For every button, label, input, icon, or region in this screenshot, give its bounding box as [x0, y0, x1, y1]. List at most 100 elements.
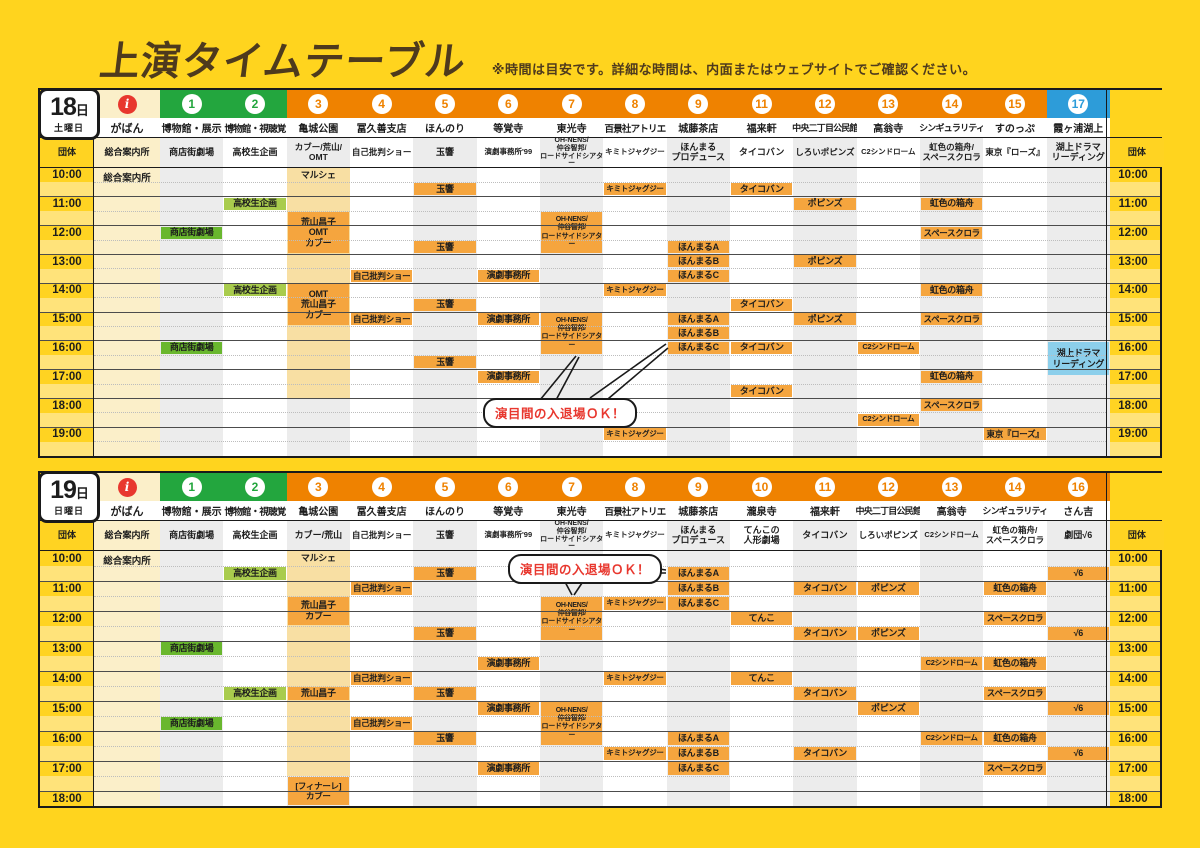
time-halfcell	[40, 182, 94, 197]
group-label-right: 団体	[1109, 521, 1164, 550]
venue-lane-4: 自己批判ショー 自己批判ショー 自己批判ショー	[350, 551, 414, 806]
group-name: タイコバン	[729, 138, 794, 167]
venue-number-circle: 3	[308, 94, 329, 114]
venue-band: 2	[223, 90, 287, 118]
venue-band: 12	[856, 473, 920, 501]
half-hour-gridline	[94, 239, 1106, 241]
time-label: 10:00	[40, 551, 94, 566]
venue-number-circle: 2	[244, 94, 265, 114]
venue-number-circle: 5	[434, 477, 455, 497]
group-name: 高校生企画	[223, 138, 287, 167]
venue-band: 7	[539, 90, 604, 118]
schedule-grid: 10:00 11:00 12:00 13:00 14:00 15:00 16:00 17:00…	[40, 168, 1160, 456]
time-halfcell	[1106, 776, 1160, 791]
venue-lane-11: タイコバン タイコバン タイコバン タイコバン	[793, 551, 857, 806]
venue-lane-6: 演劇事務所 演劇事務所 演劇事務所	[476, 551, 540, 806]
time-halfcell	[40, 596, 94, 611]
group-name: 湖上ドラマ リーディング	[1046, 138, 1110, 167]
time-halfcell	[1106, 211, 1160, 226]
schedule-block: √6	[1047, 702, 1109, 715]
venue-name: 城藤茶店	[666, 501, 730, 520]
group-name: しろいポピンズ	[856, 521, 920, 550]
schedule-block: キミトジャグジー	[604, 747, 666, 760]
venue-band: 8	[603, 473, 667, 501]
time-label: 18:00	[1106, 791, 1160, 806]
group-name: カブー/荒山	[286, 521, 350, 550]
venue-lane-3: マルシェ 荒山昌子 カブー 荒山昌子 [フィナーレ] カブー	[286, 551, 350, 806]
venue-number-circle: 5	[434, 94, 455, 114]
venue-number-circle: 14	[1004, 477, 1025, 497]
time-rail-left: 10:00 11:00 12:00 13:00 14:00 15:00 16:00 17:00…	[40, 551, 94, 806]
group-name: てんこの 人形劇場	[729, 521, 794, 550]
group-name: 自己批判ショー	[349, 521, 414, 550]
time-halfcell	[40, 297, 94, 312]
time-halfcell	[1106, 297, 1160, 312]
half-hour-gridline	[94, 383, 1106, 385]
venue-name: 高翁寺	[856, 118, 920, 137]
schedule-block: キミトジャグジー	[604, 428, 666, 441]
venue-number-circle: 11	[751, 94, 772, 114]
schedule-block: ポピンズ	[794, 313, 856, 325]
schedule-block: 商店街劇場	[161, 341, 223, 354]
time-label: 11:00	[1106, 581, 1160, 596]
schedule-block: てんこ	[731, 672, 793, 685]
venue-band: 6	[476, 473, 540, 501]
venue-lane-8: キミトジャグジー キミトジャグジー キミトジャグジー	[603, 551, 667, 806]
hour-gridline	[40, 253, 1160, 255]
schedule-block: 虹色の箱舟	[984, 732, 1046, 745]
schedule-block: 演劇事務所	[477, 657, 539, 670]
date-suffix: 日	[75, 102, 89, 118]
time-rail-right: 10:00 11:00 12:00 13:00 14:00 15:00 16:00 17:00…	[1106, 551, 1160, 806]
hour-gridline	[40, 196, 1160, 198]
schedule-block: 演劇事務所	[477, 762, 539, 775]
time-label: 10:00	[1106, 551, 1160, 566]
half-hour-gridline	[94, 354, 1106, 356]
schedule-block: 高校生企画	[224, 687, 286, 700]
venue-name: 福来軒	[793, 501, 857, 520]
time-label: 18:00	[1106, 398, 1160, 413]
time-label: 15:00	[1106, 312, 1160, 327]
venue-band: 6	[476, 90, 540, 118]
group-name: ほんまる プロデュース	[666, 521, 730, 550]
half-hour-gridline	[94, 441, 1106, 443]
hour-gridline	[40, 760, 1160, 762]
venue-name: 博物館・視聴覚	[223, 501, 287, 520]
rail-spacer-right	[1109, 473, 1164, 501]
time-label: 16:00	[40, 340, 94, 356]
time-halfcell	[1106, 326, 1160, 341]
group-row: 団体 総合案内所 商店街劇場 高校生企画 カブー/荒山 自己批判ショー 玉響 演劇事務所'99…	[40, 520, 1164, 551]
schedule-block: タイコバン	[794, 747, 856, 760]
time-halfcell	[40, 746, 94, 761]
venue-number-circle: 1	[181, 94, 202, 114]
venue-lane-2: 高校生企画 高校生企画	[223, 551, 287, 806]
venue-band: 4	[349, 473, 414, 501]
time-label: 12:00	[40, 225, 94, 240]
schedule-block: 演劇事務所	[477, 269, 539, 282]
group-name: 商店街劇場	[160, 521, 224, 550]
schedule-block: キミトジャグジー	[604, 672, 666, 685]
hour-gridline	[40, 790, 1160, 792]
date-number: 19日	[50, 475, 89, 504]
half-hour-gridline	[94, 595, 1106, 597]
venue-band: 5	[413, 473, 477, 501]
venue-band: 13	[856, 90, 920, 118]
time-halfcell	[1106, 441, 1160, 456]
venue-number-circle: 4	[371, 94, 392, 114]
venue-band: 16	[1046, 473, 1110, 501]
group-name: OH-NENS/ 仲谷智邦/ ロードサイドシアター	[539, 137, 604, 168]
venue-number-circle: 11	[814, 477, 835, 497]
info-all-day-label: 総合案内所	[103, 173, 151, 184]
schedule-block: キミトジャグジー	[604, 284, 666, 297]
schedule-block: OH-NENS/ 仲谷智邦/ ロードサイドシアター	[541, 702, 603, 745]
venue-name: 等覚寺	[476, 501, 540, 520]
venue-band: 2	[223, 473, 287, 501]
group-name: 自己批判ショー	[349, 138, 414, 167]
schedule-block: ポピンズ	[857, 627, 919, 640]
time-label: 13:00	[40, 641, 94, 656]
time-halfcell	[1106, 412, 1160, 428]
schedule-block: OH-NENS/ 仲谷智邦/ ロードサイドシアター	[541, 212, 603, 253]
schedule-block: てんこ	[731, 612, 793, 625]
time-label: 19:00	[1106, 427, 1160, 442]
time-label: 14:00	[1106, 671, 1160, 686]
time-halfcell	[1106, 626, 1160, 641]
